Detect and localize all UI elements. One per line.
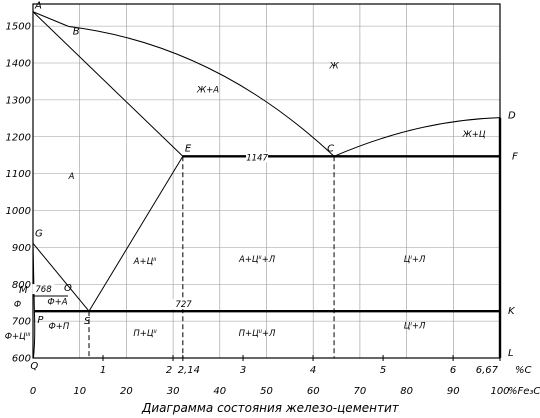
isotherm-label: 1147: [246, 153, 268, 163]
diagram-caption: Диаграмма состояния железо-цементит: [141, 401, 400, 415]
y-tick-label: 600: [12, 354, 31, 365]
x-tick-label-fe3c: 20: [120, 386, 133, 397]
region-label: А: [68, 172, 75, 182]
solidus-ae: [32, 11, 184, 157]
x-tick-label-carbon: 1: [100, 365, 106, 376]
isotherm-label-bg: [246, 152, 269, 163]
line-gp: [32, 243, 35, 312]
x-tick-label-fe3c: 100: [490, 386, 509, 397]
x-tick-label-carbon: 6: [450, 365, 456, 376]
x-tick-label-carbon: 4: [310, 365, 316, 376]
y-tick-label: 900: [12, 243, 31, 254]
point-label-d: D: [508, 111, 516, 122]
y-tick-label: 1400: [6, 59, 31, 70]
point-label-a: A: [34, 1, 42, 12]
line-es: [88, 156, 184, 312]
region-label: Ж+Ц: [462, 130, 486, 140]
point-label-m: M: [19, 285, 28, 296]
region-label: А+Цᴵᴵ+Л: [238, 255, 276, 265]
x-tick-label-fe3c: 50: [260, 386, 273, 397]
y-tick-label: 1200: [6, 132, 31, 143]
liquidus-ab: [32, 11, 69, 27]
x-tick-label-fe3c: 80: [400, 386, 413, 397]
y-tick-label: 800: [12, 280, 31, 291]
y-tick-label: 1300: [6, 95, 31, 106]
x-axis-unit-fe3c: %Fe₃C: [508, 386, 540, 397]
isotherm-label-bg: [172, 299, 195, 310]
x-tick-label-fe3c: 90: [447, 386, 460, 397]
point-label-f: F: [512, 151, 518, 162]
region-labels: Ж Ж+А Ж+Ц А А+Цᴵᴵ А+Цᴵᴵ+Л Цᴵ+Л Ф+А Ф Ф+П П+Цᴵᴵ П+Цᴵ…: [5, 62, 486, 342]
isotherm-label: 768: [35, 285, 52, 295]
point-label-k: K: [508, 306, 516, 317]
y-tick-label: 1500: [6, 22, 31, 33]
point-label-b: B: [73, 26, 80, 37]
x-tick-label-fe3c: 0: [30, 386, 36, 397]
phase-lines: [32, 3, 502, 359]
region-label: Ж: [328, 62, 339, 72]
isotherm-labels: 1147 768 727: [32, 152, 269, 310]
y-tick-label: 1000: [6, 206, 31, 217]
region-label: Цᴵ+Л: [404, 255, 426, 265]
region-label: П+Цᴵᴵ: [133, 329, 157, 339]
x-tick-label-fe3c: 40: [213, 386, 226, 397]
region-label: Ф: [14, 300, 21, 310]
line-gs: [32, 243, 90, 312]
isotherm-label: 727: [175, 300, 192, 310]
point-label-s: S: [84, 316, 91, 327]
point-label-q: Q: [30, 361, 38, 372]
point-labels: A B C D E F G P S K Q L M O: [19, 1, 518, 372]
point-label-c: C: [327, 143, 334, 154]
x-tick-label-carbon: 3: [240, 365, 246, 376]
point-label-e: E: [185, 143, 192, 154]
x-tick-label-fe3c: 60: [307, 386, 320, 397]
point-label-p: P: [37, 315, 44, 326]
region-label: Ж+А: [196, 86, 219, 96]
point-label-l: L: [508, 348, 514, 359]
isotherm-label-bg: [32, 284, 55, 295]
x-tick-label-carbon: 6,67: [476, 365, 499, 376]
y-tick-label: 1100: [6, 169, 31, 180]
x-tick-label-fe3c: 30: [167, 386, 180, 397]
region-label: Ф+П: [48, 322, 69, 332]
x-tick-labels: 0 10 20 30 40 50 60 70 80 90 100 1 2 2,14 3 4 5 6 6,67: [30, 355, 510, 397]
region-label: Цᴵ+Л: [404, 322, 426, 332]
x-tick-label-carbon: 2: [166, 365, 172, 376]
region-label: П+Цᴵᴵ+Л: [239, 329, 276, 339]
x-tick-label-carbon: 5: [380, 365, 386, 376]
region-label: А+Цᴵᴵ: [133, 257, 157, 267]
region-label: Ф+Цᴵᴵᴵ: [5, 332, 31, 342]
y-tick-labels: 600 700 800 900 1000 1100 1200 1300 1400 1500: [6, 22, 31, 365]
point-label-o: O: [64, 283, 72, 294]
x-tick-label-fe3c: 10: [73, 386, 86, 397]
y-tick-label: 700: [12, 317, 31, 328]
line-pq: [32, 311, 36, 359]
point-label-g: G: [35, 228, 43, 239]
x-tick-label-fe3c: 70: [354, 386, 367, 397]
x-axis-unit-carbon: %C: [515, 365, 532, 376]
grid: [32, 4, 501, 359]
region-label: Ф+А: [47, 298, 67, 308]
liquidus-bc: [68, 25, 335, 157]
x-tick-label-carbon: 2,14: [178, 365, 200, 376]
liquidus-cd: [333, 117, 501, 157]
